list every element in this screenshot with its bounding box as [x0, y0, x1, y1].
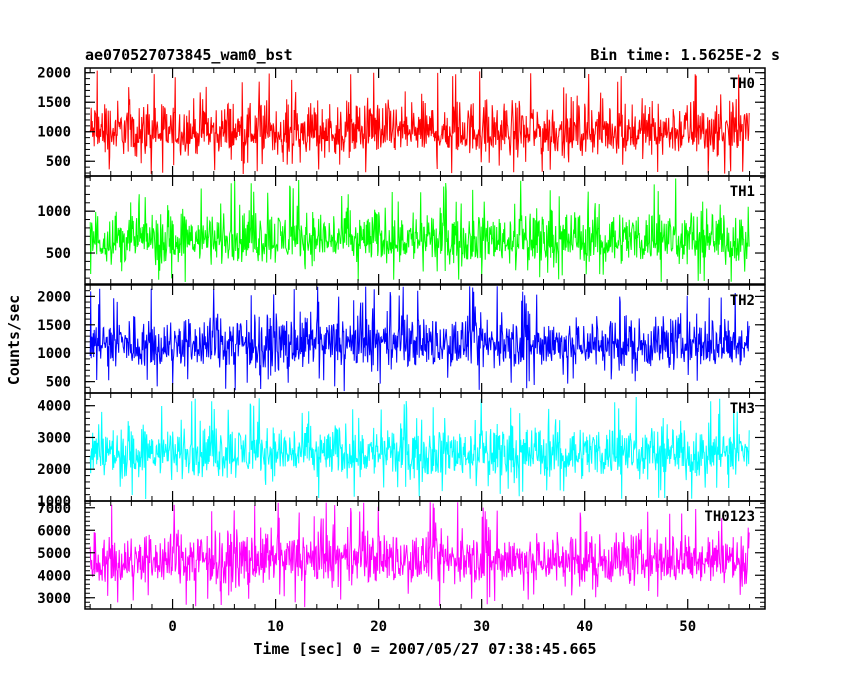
figure-title: ae070527073845_wam0_bst	[85, 46, 293, 64]
series-line-th2	[89, 286, 750, 392]
series-line-th3	[89, 396, 750, 500]
panel-frame	[84, 500, 766, 610]
y-tick-label: 1500	[37, 95, 71, 111]
x-axis-title: Time [sec] 0 = 2007/05/27 07:38:45.665	[253, 640, 596, 658]
series-line-th0123	[89, 502, 750, 608]
bin-time-label: Bin time: 1.5625E-2 s	[590, 46, 780, 64]
y-tick-label: 1000	[37, 494, 71, 510]
panel-th1: 500 1000 TH1	[37, 175, 766, 285]
panels: 500100015002000TH05001000TH1500100015002…	[37, 66, 766, 635]
y-tick-label: 1000	[37, 204, 71, 220]
x-tick-label: 10	[267, 619, 284, 635]
y-axis-title: Counts/sec	[5, 295, 23, 385]
x-tick-label: 20	[370, 619, 387, 635]
series-label-th3: TH3	[730, 401, 755, 417]
y-tick-label: 3000	[37, 591, 71, 607]
y-tick-label: 2000	[37, 462, 71, 478]
y-tick-label: 3000	[37, 430, 71, 446]
y-tick-label: 1500	[37, 318, 71, 334]
series-line-th1	[89, 178, 750, 283]
y-tick-label: 4000	[37, 568, 71, 584]
y-tick-label: 7000	[37, 501, 71, 517]
panel-th0123: 3000 4000 5000 6000 7000 TH0123	[37, 500, 766, 610]
y-tick-label: 500	[46, 154, 71, 170]
series-label-th0: TH0	[730, 76, 755, 92]
panel-th2: 500 1000 1500 2000 TH2	[37, 284, 766, 394]
series-line-th0	[89, 70, 750, 175]
y-tick-label: 5000	[37, 546, 71, 562]
panel-th3: 1000 2000 3000 4000 TH3	[37, 392, 766, 510]
x-tick-label: 40	[576, 619, 593, 635]
y-tick-label: 500	[46, 375, 71, 391]
panel-frame	[84, 175, 766, 285]
y-tick-label: 1000	[37, 125, 71, 141]
x-tick-label: 30	[473, 619, 490, 635]
y-tick-label: 4000	[37, 399, 71, 415]
y-tick-label: 2000	[37, 66, 71, 82]
series-label-th1: TH1	[730, 184, 755, 200]
y-tick-label: 500	[46, 246, 71, 262]
panel-th0: 500 1000 1500 2000 TH0	[37, 66, 766, 177]
x-tick-label: 50	[679, 619, 696, 635]
y-tick-label: 1000	[37, 346, 71, 362]
y-tick-label: 2000	[37, 289, 71, 305]
series-label-th0123: TH0123	[704, 509, 755, 525]
series-label-th2: TH2	[730, 293, 755, 309]
y-tick-label: 6000	[37, 523, 71, 539]
x-tick-label: 0	[168, 619, 176, 635]
